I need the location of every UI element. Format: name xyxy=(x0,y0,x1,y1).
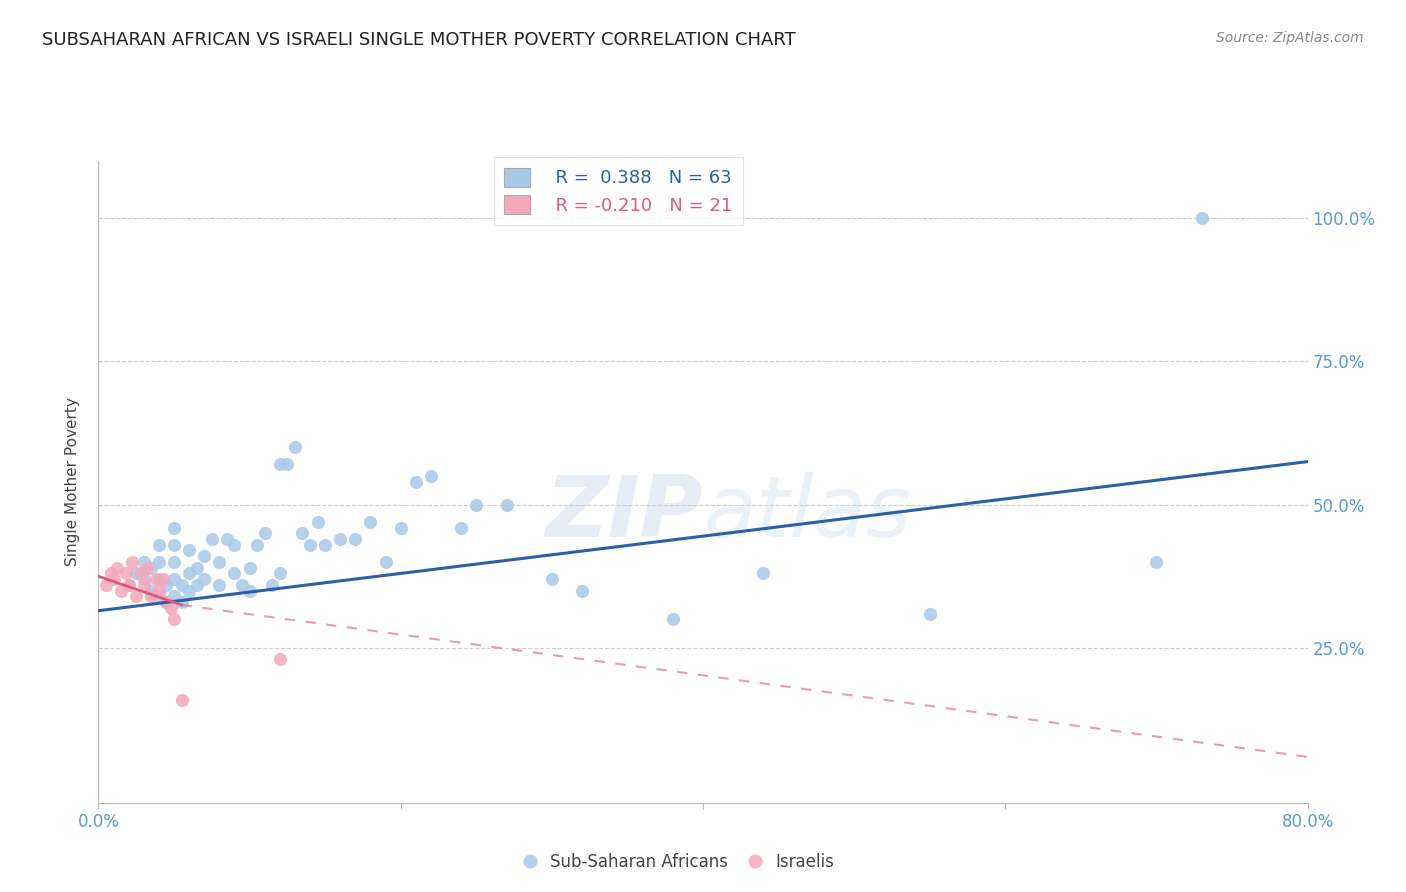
Point xyxy=(105,560,128,574)
Point xyxy=(752,566,775,581)
Point xyxy=(114,566,136,581)
Point xyxy=(269,566,291,581)
Point xyxy=(224,538,246,552)
Point xyxy=(201,532,224,546)
Point xyxy=(155,595,177,609)
Point xyxy=(193,549,215,564)
Point xyxy=(155,578,177,592)
Point xyxy=(246,538,269,552)
Point xyxy=(118,578,141,592)
Point xyxy=(132,555,155,569)
Point xyxy=(132,578,155,592)
Point xyxy=(239,583,262,598)
Point xyxy=(420,469,443,483)
Point xyxy=(1144,555,1167,569)
Point xyxy=(186,560,208,574)
Point xyxy=(121,555,143,569)
Point xyxy=(269,652,291,666)
Point xyxy=(239,560,262,574)
Point xyxy=(94,578,117,592)
Point xyxy=(215,532,238,546)
Point xyxy=(170,692,193,706)
Point xyxy=(103,572,125,586)
Point xyxy=(170,595,193,609)
Point xyxy=(360,515,382,529)
Point xyxy=(148,555,170,569)
Point xyxy=(125,590,148,604)
Point xyxy=(231,578,253,592)
Text: SUBSAHARAN AFRICAN VS ISRAELI SINGLE MOTHER POVERTY CORRELATION CHART: SUBSAHARAN AFRICAN VS ISRAELI SINGLE MOT… xyxy=(42,31,796,49)
Point xyxy=(186,578,208,592)
Point xyxy=(276,458,298,472)
Point xyxy=(141,560,163,574)
Point xyxy=(269,458,291,472)
Point xyxy=(132,572,155,586)
Point xyxy=(145,572,167,586)
Point xyxy=(179,583,201,598)
Point xyxy=(465,498,488,512)
Point xyxy=(540,572,562,586)
Point xyxy=(155,595,177,609)
Point xyxy=(163,612,186,626)
Point xyxy=(163,572,186,586)
Point xyxy=(405,475,427,489)
Point xyxy=(163,555,186,569)
Point xyxy=(129,566,152,581)
Point xyxy=(152,572,174,586)
Point xyxy=(450,520,472,534)
Point xyxy=(179,543,201,558)
Point xyxy=(148,538,170,552)
Point xyxy=(374,555,396,569)
Text: ZIP: ZIP xyxy=(546,472,703,556)
Point xyxy=(1191,211,1213,225)
Point xyxy=(918,607,941,621)
Point xyxy=(163,520,186,534)
Point xyxy=(662,612,685,626)
Point xyxy=(135,560,157,574)
Point xyxy=(118,578,141,592)
Point xyxy=(571,583,593,598)
Point xyxy=(208,555,231,569)
Point xyxy=(148,590,170,604)
Point xyxy=(291,526,314,541)
Text: Source: ZipAtlas.com: Source: ZipAtlas.com xyxy=(1216,31,1364,45)
Point xyxy=(100,566,122,581)
Point xyxy=(208,578,231,592)
Point xyxy=(299,538,322,552)
Point xyxy=(170,578,193,592)
Point xyxy=(163,538,186,552)
Point xyxy=(110,583,132,598)
Y-axis label: Single Mother Poverty: Single Mother Poverty xyxy=(65,397,80,566)
Point xyxy=(307,515,329,529)
Point xyxy=(224,566,246,581)
Point xyxy=(262,578,284,592)
Point xyxy=(141,583,163,598)
Point xyxy=(495,498,517,512)
Point xyxy=(163,590,186,604)
Point xyxy=(314,538,336,552)
Point xyxy=(125,566,148,581)
Point xyxy=(329,532,352,546)
Text: atlas: atlas xyxy=(703,472,911,556)
Point xyxy=(253,526,276,541)
Point xyxy=(284,440,307,454)
Point xyxy=(344,532,367,546)
Legend: Sub-Saharan Africans, Israelis: Sub-Saharan Africans, Israelis xyxy=(517,847,841,878)
Point xyxy=(160,600,183,615)
Point xyxy=(389,520,412,534)
Point xyxy=(193,572,215,586)
Point xyxy=(148,572,170,586)
Point xyxy=(141,590,163,604)
Point xyxy=(148,583,170,598)
Point xyxy=(179,566,201,581)
